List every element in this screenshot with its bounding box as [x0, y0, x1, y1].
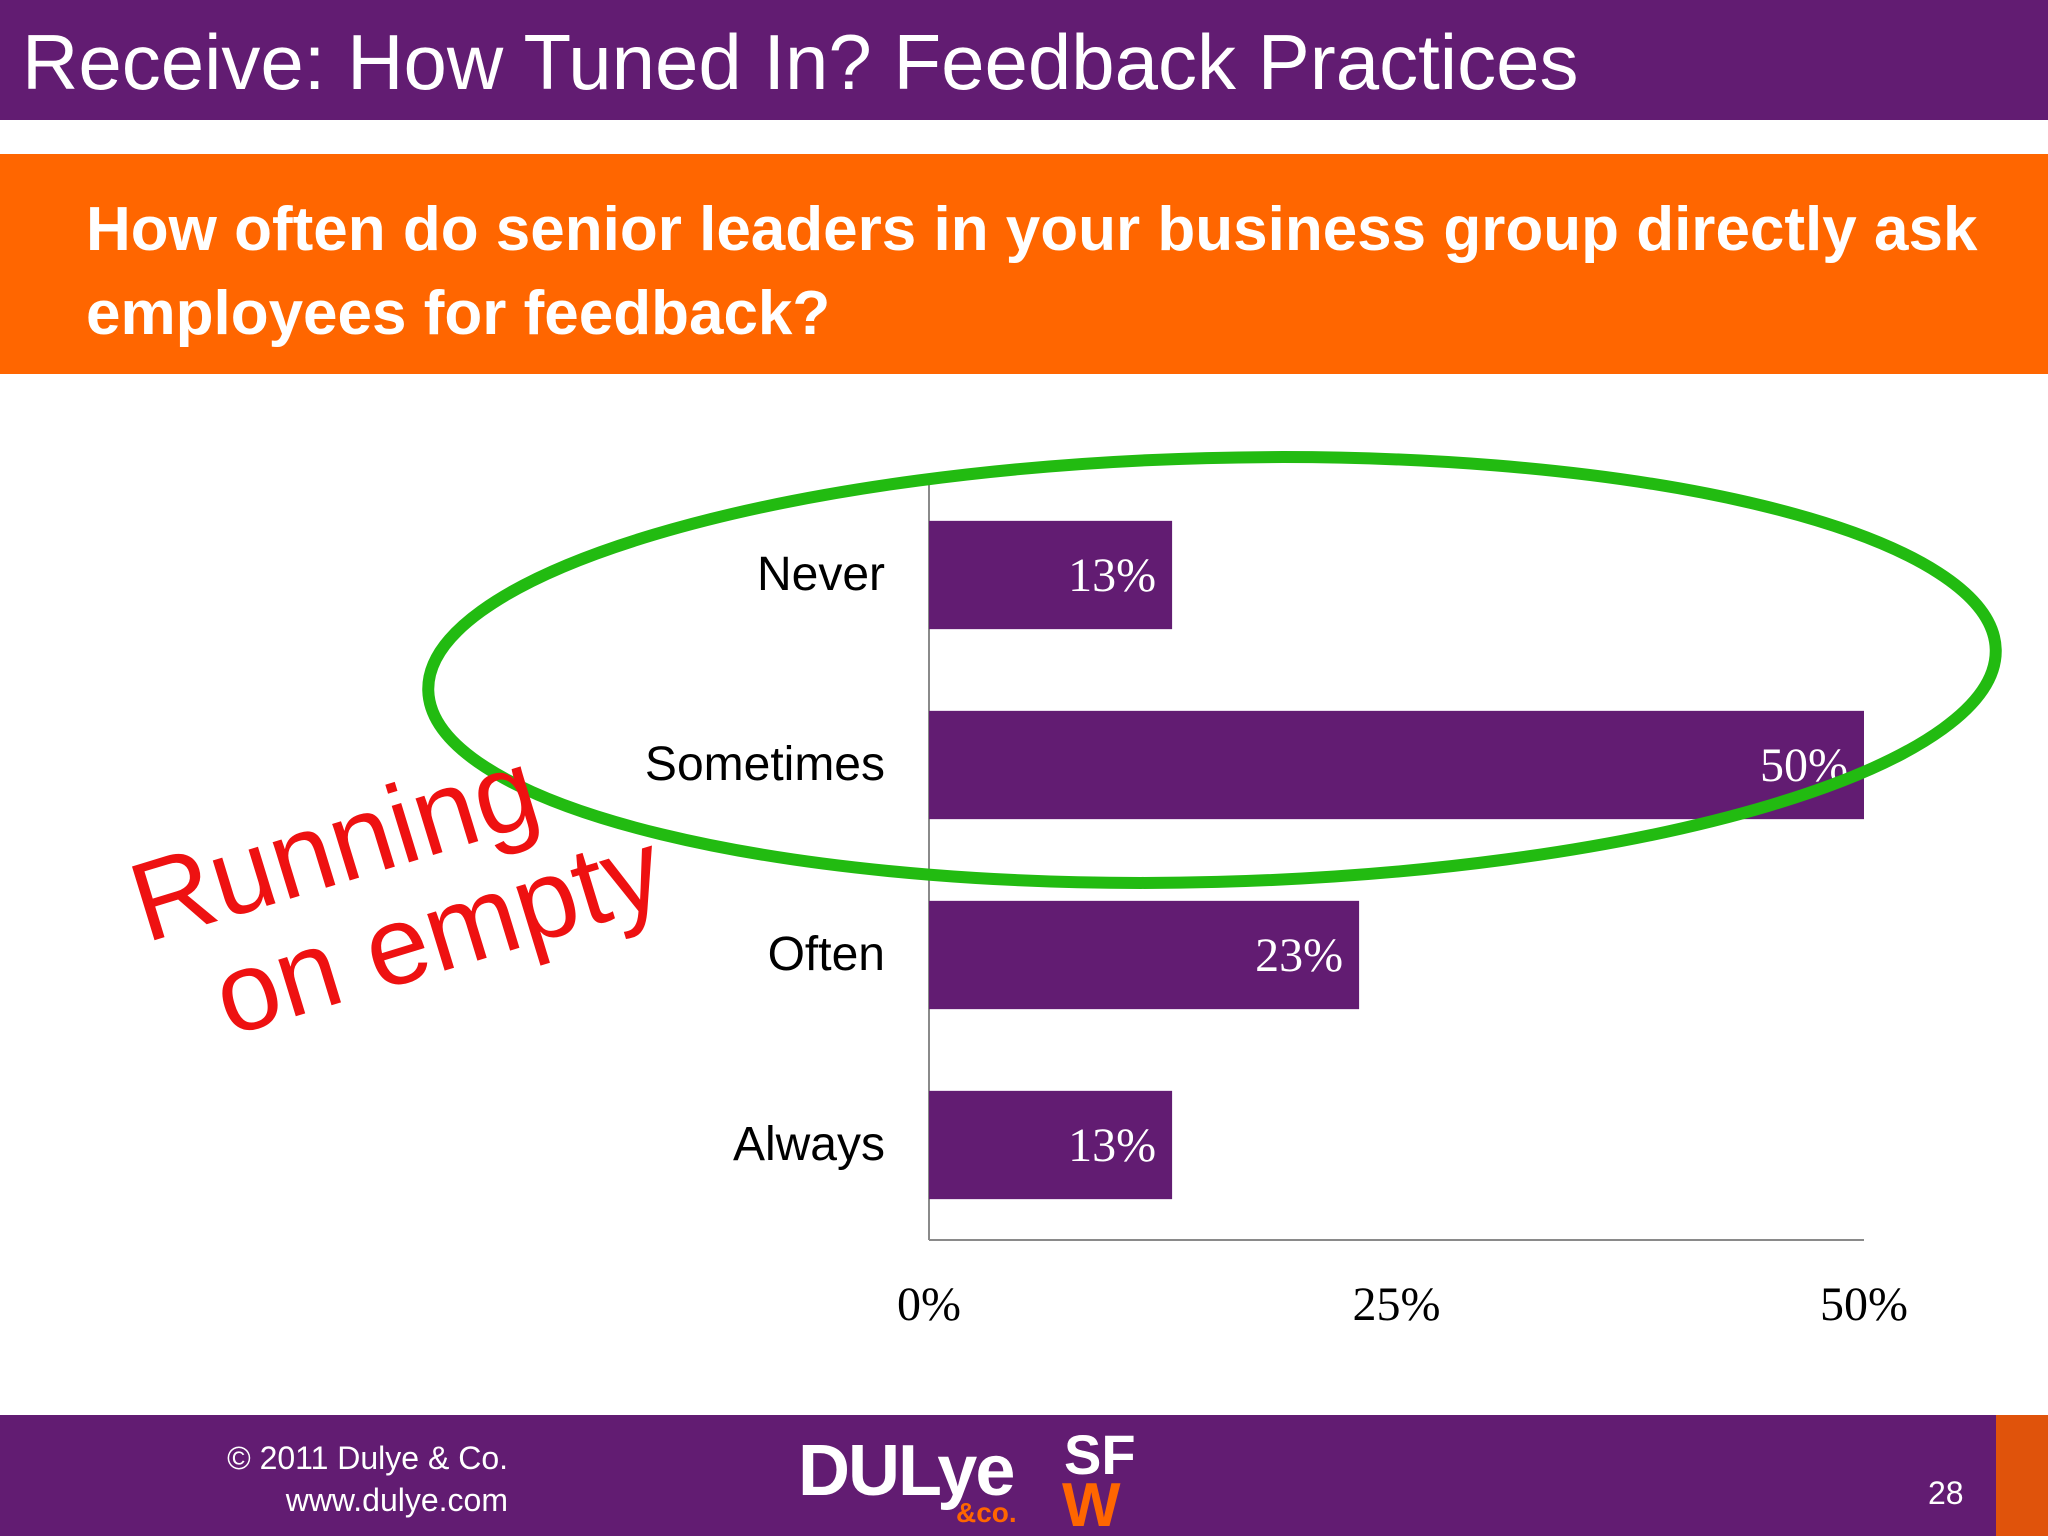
page-number: 28 [1928, 1475, 1964, 1511]
dulye-logo: DULye [798, 1431, 1015, 1511]
question-text: How often do senior leaders in your busi… [86, 195, 1978, 348]
category-label-never: Never [757, 548, 885, 601]
highlight-ellipse [422, 451, 2002, 889]
slide-title: Receive: How Tuned In? Feedback Practice… [22, 18, 1579, 106]
website-link[interactable]: www.dulye.com [285, 1482, 508, 1518]
x-tick-label-0: 0% [897, 1278, 961, 1331]
bar-often [929, 900, 1360, 1010]
question-banner: How often do senior leaders in your busi… [0, 154, 2048, 374]
footer-bar: © 2011 Dulye & Co. www.dulye.com DULye &… [0, 1415, 2048, 1540]
data-label-often: 23% [1255, 929, 1343, 982]
category-label-often: Often [768, 928, 885, 981]
x-tick-label-25: 25% [1353, 1278, 1441, 1331]
x-tick-label-50: 50% [1820, 1278, 1908, 1331]
bar-sometimes [929, 710, 1864, 820]
bar-always [929, 1090, 1173, 1200]
category-label-sometimes: Sometimes [645, 738, 885, 791]
bar-never [929, 520, 1173, 630]
footer-accent [1996, 1415, 2048, 1536]
category-label-always: Always [733, 1118, 885, 1171]
dulye-logo-co: &co. [956, 1497, 1017, 1528]
copyright-text: © 2011 Dulye & Co. [227, 1440, 508, 1476]
title-bar: Receive: How Tuned In? Feedback Practice… [0, 0, 2048, 120]
copyright-block: © 2011 Dulye & Co. www.dulye.com [227, 1437, 508, 1521]
data-label-always: 13% [1068, 1119, 1156, 1172]
bar-chart: 13% Never 50% Sometimes 23% Often 13% Always 0% 2… [422, 451, 2002, 1331]
data-label-never: 13% [1068, 549, 1156, 602]
sfw-logo-w: W [1062, 1471, 1121, 1540]
sfw-logo-sf: SF [1064, 1423, 1136, 1486]
